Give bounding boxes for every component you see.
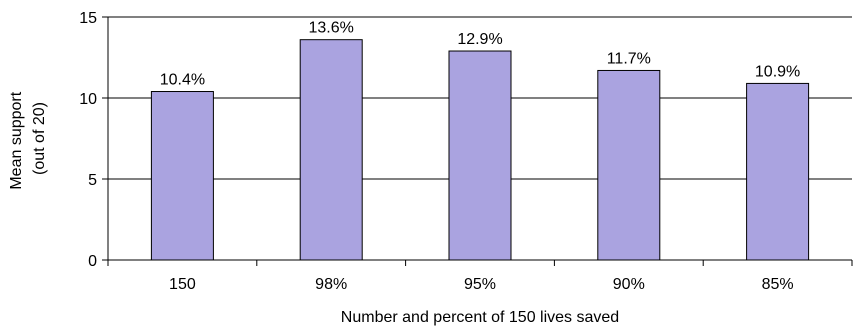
x-ticks: 150 98% 95% 90% 85% — [107, 260, 853, 293]
y-axis-title-line-1: Mean support — [8, 91, 25, 189]
bar-95% — [448, 50, 512, 261]
axes — [107, 17, 852, 261]
data-label: 11.7% — [607, 50, 651, 67]
data-label: 13.6% — [309, 20, 354, 37]
data-label: 10.4% — [160, 72, 205, 89]
x-tick-label: 90% — [613, 276, 645, 293]
data-label: 10.9% — [755, 63, 800, 80]
x-tick-label: 95% — [464, 276, 496, 293]
y-tick-label: 0 — [88, 253, 97, 270]
x-tick-label: 85% — [762, 276, 794, 293]
data-label: 12.9% — [457, 31, 502, 48]
x-axis-title: Number and percent of 150 lives saved — [341, 309, 619, 326]
bar-90% — [597, 69, 661, 261]
data-labels: 10.4% 13.6% 12.9% 11.7% 10.9% — [160, 20, 801, 89]
bars — [150, 39, 810, 261]
bar-150 — [150, 91, 214, 261]
y-ticks: 0 5 10 15 — [79, 10, 108, 270]
y-axis-title-line-2: (out of 20) — [31, 102, 48, 175]
bar-98% — [299, 39, 363, 261]
y-tick-label: 10 — [79, 91, 97, 108]
bar-85% — [746, 82, 810, 261]
y-tick-label: 5 — [88, 172, 97, 189]
y-axis-title: Mean support (out of 20) — [8, 87, 48, 189]
x-tick-label: 98% — [315, 276, 347, 293]
x-tick-label: 150 — [169, 276, 196, 293]
y-tick-label: 15 — [79, 10, 97, 27]
